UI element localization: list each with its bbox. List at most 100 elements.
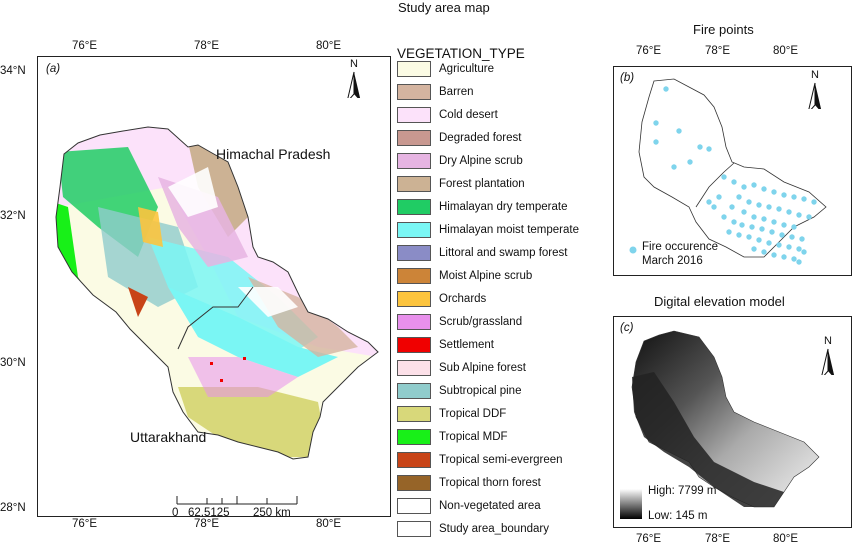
legend-swatch bbox=[397, 428, 431, 445]
fire-point bbox=[786, 244, 792, 250]
fire-point bbox=[756, 202, 762, 208]
elevation-high-label: High: 7799 m bbox=[648, 485, 717, 497]
scale-label-end: 250 km bbox=[253, 507, 291, 517]
legend-item: Forest plantation bbox=[397, 175, 525, 192]
fire-point bbox=[721, 174, 727, 180]
map-a-lon-label: 78°E bbox=[194, 518, 220, 530]
fire-points-map bbox=[629, 78, 827, 265]
legend-label: Cold desert bbox=[439, 108, 498, 121]
fire-point bbox=[749, 224, 755, 230]
dem-map-frame: (c) N High: 7799 m Low: 145 m bbox=[613, 316, 852, 528]
dem-title: Digital elevation model bbox=[654, 294, 785, 309]
legend-item: Tropical MDF bbox=[397, 428, 508, 445]
legend-item: Tropical semi-evergreen bbox=[397, 451, 563, 468]
fire-point bbox=[779, 232, 785, 238]
fire-point bbox=[711, 204, 717, 210]
fire-point bbox=[751, 214, 757, 220]
fire-points-title: Fire points bbox=[693, 22, 754, 37]
map-b-lon-label: 80°E bbox=[773, 45, 799, 57]
fire-point bbox=[663, 86, 669, 92]
fire-point bbox=[781, 192, 787, 198]
vegetation-map-frame: (a) Himachal Pradesh Uttarakhand N 0 62.… bbox=[37, 56, 391, 517]
north-label: N bbox=[811, 69, 819, 81]
legend-swatch bbox=[397, 520, 431, 537]
legend-swatch bbox=[397, 106, 431, 123]
legend-swatch bbox=[397, 405, 431, 422]
legend-item: Orchards bbox=[397, 290, 486, 307]
fire-point bbox=[731, 219, 737, 225]
legend-label: Himalayan dry temperate bbox=[439, 200, 568, 213]
fire-point bbox=[771, 252, 777, 258]
fire-point bbox=[721, 214, 727, 220]
fire-point bbox=[756, 237, 762, 243]
fire-point bbox=[796, 259, 802, 265]
fire-point bbox=[781, 222, 787, 228]
scale-label-mid: 62.5125 bbox=[188, 507, 230, 517]
map-a-lat-label: 32°N bbox=[0, 210, 26, 222]
legend-label: Settlement bbox=[439, 338, 494, 351]
map-a-lon-label: 76°E bbox=[72, 40, 98, 52]
legend-label: Degraded forest bbox=[439, 131, 522, 144]
legend-item: Himalayan dry temperate bbox=[397, 198, 567, 215]
map-a-lon-label: 80°E bbox=[316, 518, 342, 530]
fire-point bbox=[766, 240, 772, 246]
map-c-lon-label: 78°E bbox=[705, 533, 731, 545]
fire-point bbox=[729, 204, 735, 210]
legend-label: Himalayan moist temperate bbox=[439, 223, 579, 236]
fire-point bbox=[796, 212, 802, 218]
legend-swatch bbox=[397, 244, 431, 261]
fire-point bbox=[789, 234, 795, 240]
legend-swatch bbox=[397, 60, 431, 77]
fire-point bbox=[731, 179, 737, 185]
fire-point bbox=[746, 234, 752, 240]
legend-swatch bbox=[397, 83, 431, 100]
legend-title: VEGETATION_TYPE bbox=[397, 46, 525, 61]
fire-point bbox=[751, 246, 757, 252]
legend-swatch bbox=[397, 175, 431, 192]
fire-point bbox=[811, 199, 817, 205]
legend-label: Dry Alpine scrub bbox=[439, 154, 523, 167]
fire-point bbox=[739, 222, 745, 228]
legend-item: Study area_boundary bbox=[397, 520, 549, 537]
map-a-lat-label: 30°N bbox=[0, 357, 26, 369]
north-arrow-icon: N bbox=[343, 58, 365, 98]
fire-point bbox=[766, 204, 772, 210]
map-b-panel-label: (b) bbox=[620, 72, 635, 84]
legend-label: Moist Alpine scrub bbox=[439, 269, 533, 282]
fire-point bbox=[761, 249, 767, 255]
fire-point bbox=[697, 144, 703, 150]
legend-label: Orchards bbox=[439, 292, 487, 305]
legend-swatch bbox=[397, 129, 431, 146]
fire-point bbox=[791, 224, 797, 230]
fire-point bbox=[676, 128, 682, 134]
legend-swatch bbox=[397, 336, 431, 353]
legend-swatch bbox=[397, 497, 431, 514]
scale-label-zero: 0 bbox=[172, 507, 179, 517]
fire-point bbox=[801, 249, 807, 255]
legend-swatch bbox=[397, 451, 431, 468]
fire-point bbox=[801, 196, 807, 202]
legend-item: Moist Alpine scrub bbox=[397, 267, 532, 284]
fire-point bbox=[736, 232, 742, 238]
legend-label: Sub Alpine forest bbox=[439, 361, 526, 374]
fire-point bbox=[796, 246, 802, 252]
fire-legend-line2: March 2016 bbox=[642, 255, 703, 267]
legend-swatch bbox=[397, 152, 431, 169]
fire-legend-marker bbox=[629, 246, 637, 254]
map-a-lon-label: 76°E bbox=[72, 518, 98, 530]
legend-item: Scrub/grassland bbox=[397, 313, 522, 330]
legend-label: Barren bbox=[439, 85, 474, 98]
legend-item: Littoral and swamp forest bbox=[397, 244, 567, 261]
legend-swatch bbox=[397, 290, 431, 307]
map-b-lon-label: 78°E bbox=[705, 45, 731, 57]
fire-points bbox=[653, 86, 817, 265]
legend-item: Himalayan moist temperate bbox=[397, 221, 579, 238]
legend-swatch bbox=[397, 382, 431, 399]
fire-legend-line1: Fire occurence bbox=[642, 241, 719, 253]
fire-point bbox=[786, 209, 792, 215]
north-label: N bbox=[350, 58, 358, 70]
fire-point bbox=[806, 214, 812, 220]
fire-point bbox=[791, 194, 797, 200]
uttarakhand-label: Uttarakhand bbox=[130, 429, 207, 445]
north-label: N bbox=[824, 335, 832, 347]
